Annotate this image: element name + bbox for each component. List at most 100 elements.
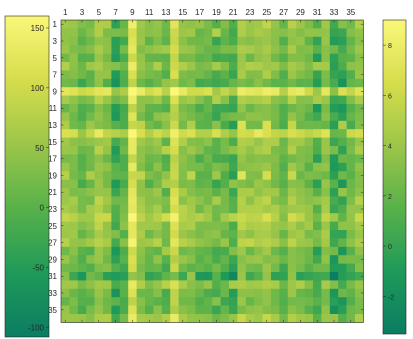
heatmap-cell: [271, 213, 280, 222]
heatmap-cell: [220, 45, 230, 54]
heatmap-cell: [313, 272, 322, 281]
heatmap-cell: [229, 196, 238, 206]
heatmap-cell: [279, 70, 289, 80]
heatmap-cell: [212, 45, 221, 54]
heatmap-cell: [245, 87, 255, 96]
heatmap-cell: [237, 129, 247, 138]
heatmap-cell: [287, 213, 297, 222]
heatmap-cell: [271, 246, 280, 256]
heatmap-cell: [195, 36, 205, 46]
heatmap-cell: [187, 288, 196, 298]
heatmap-cell: [229, 297, 238, 306]
heatmap-cell: [229, 104, 238, 113]
heatmap-cell: [212, 221, 221, 231]
heatmap-cell: [304, 20, 314, 29]
heatmap-cell: [161, 70, 171, 80]
heatmap-cell: [346, 314, 356, 323]
heatmap-cell: [271, 179, 280, 189]
heatmap-cell: [329, 213, 339, 222]
heatmap-cell: [304, 53, 314, 63]
heatmap-cell: [170, 246, 179, 256]
heatmap-cell: [338, 230, 347, 239]
heatmap-cell: [61, 104, 70, 113]
heatmap-cell: [329, 78, 339, 88]
heatmap-cell: [321, 188, 331, 197]
heatmap-cell: [94, 45, 104, 54]
heatmap-cell: [338, 238, 347, 248]
heatmap-cell: [77, 213, 87, 222]
heatmap-cell: [229, 162, 238, 172]
heatmap-cell: [69, 146, 79, 155]
heatmap-cell: [136, 62, 146, 71]
heatmap-cell: [237, 137, 247, 147]
heatmap-cell: [111, 204, 121, 214]
heatmap-cell: [195, 146, 205, 155]
heatmap-cell: [254, 45, 263, 54]
heatmap-cell: [145, 95, 154, 105]
heatmap-cell: [279, 204, 289, 214]
heatmap-cell: [321, 272, 331, 281]
heatmap-cell: [61, 137, 70, 147]
heatmap-cell: [153, 78, 163, 88]
heatmap-cell: [212, 272, 221, 281]
heatmap-cell: [94, 129, 104, 138]
heatmap-cell: [313, 204, 322, 214]
heatmap-cell: [304, 45, 314, 54]
heatmap-cell: [61, 221, 70, 231]
heatmap-cell: [103, 146, 112, 155]
heatmap-cell: [170, 221, 179, 231]
heatmap-cell: [77, 53, 87, 63]
heatmap-cell: [338, 297, 347, 306]
heatmap-cell: [338, 246, 347, 256]
heatmap-cell: [304, 238, 314, 248]
heatmap-cell: [279, 297, 289, 306]
heatmap-cell: [69, 280, 79, 290]
heatmap-cell: [161, 120, 171, 130]
heatmap-cell: [321, 62, 331, 71]
heatmap-cell: [245, 154, 255, 164]
heatmap-cell: [145, 288, 154, 298]
heatmap-cell: [313, 20, 322, 29]
heatmap-cell: [161, 230, 171, 239]
heatmap-cell: [271, 120, 280, 130]
heatmap-cell: [329, 120, 339, 130]
heatmap-cell: [279, 36, 289, 46]
heatmap-cell: [296, 171, 305, 180]
heatmap-cell: [338, 78, 347, 88]
heatmap-cell: [254, 204, 263, 214]
heatmap-cell: [304, 246, 314, 256]
heatmap-cell: [136, 146, 146, 155]
heatmap-cell: [94, 20, 104, 29]
heatmap-cell: [229, 137, 238, 147]
heatmap-cell: [296, 272, 305, 281]
heatmap-cell: [245, 230, 255, 239]
heatmap-cell: [94, 305, 104, 315]
heatmap-cell: [195, 162, 205, 172]
heatmap-cell: [153, 179, 163, 189]
heatmap-cell: [220, 305, 230, 315]
heatmap-cell: [262, 70, 272, 80]
heatmap-cell: [77, 263, 87, 273]
heatmap-cell: [321, 246, 331, 256]
heatmap-cell: [203, 120, 213, 130]
heatmap-cell: [212, 213, 221, 222]
heatmap-cell: [170, 213, 179, 222]
heatmap-cell: [262, 263, 272, 273]
heatmap-cell: [111, 288, 121, 298]
heatmap-cell: [287, 305, 297, 315]
heatmap-cell: [119, 238, 129, 248]
heatmap-cell: [304, 280, 314, 290]
heatmap-cell: [119, 263, 129, 273]
heatmap-cell: [187, 255, 196, 264]
heatmap-cell: [346, 280, 356, 290]
heatmap-cell: [287, 280, 297, 290]
heatmap-cell: [220, 221, 230, 231]
heatmap-cell: [254, 179, 263, 189]
heatmap-cell: [321, 137, 331, 147]
heatmap-cell: [279, 246, 289, 256]
heatmap-cell: [229, 288, 238, 298]
heatmap-cell: [296, 314, 305, 323]
heatmap-cell: [153, 297, 163, 306]
heatmap-cell: [338, 188, 347, 197]
heatmap-cell: [271, 78, 280, 88]
